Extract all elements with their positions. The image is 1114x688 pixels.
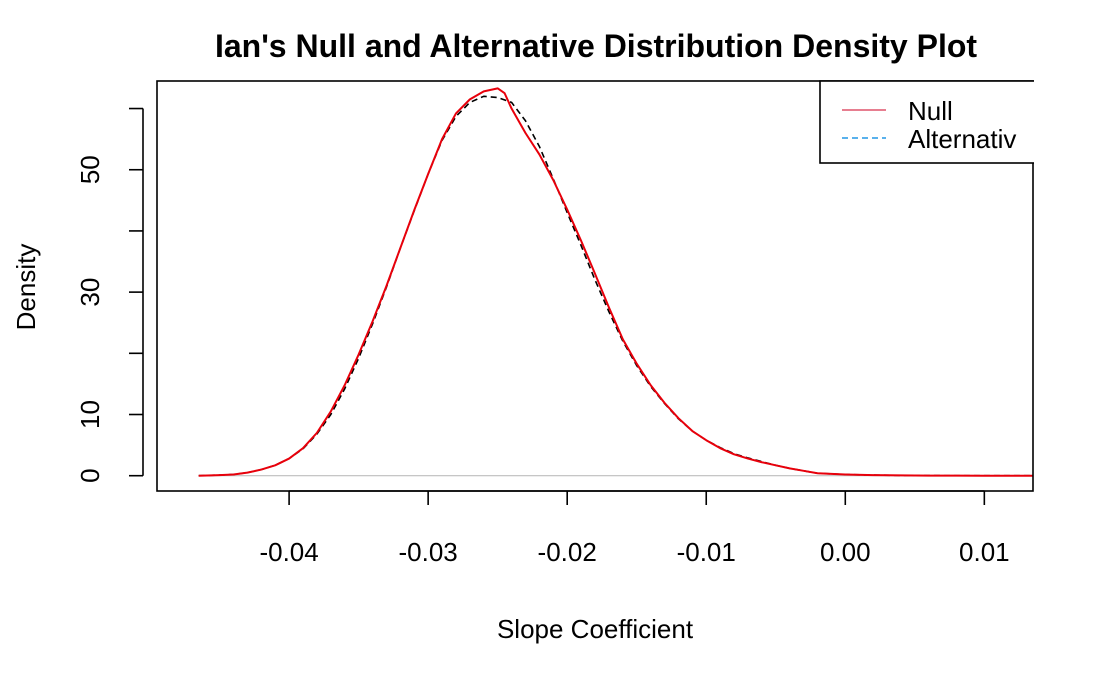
y-tick-label: 50 xyxy=(75,155,105,184)
y-tick-label: 30 xyxy=(75,278,105,307)
x-axis-title: Slope Coefficient xyxy=(497,614,694,644)
series-line-0-solid xyxy=(198,87,1033,477)
y-axis-title: Density xyxy=(11,244,41,331)
legend-label: Alternativ xyxy=(908,124,1016,154)
legend-box xyxy=(819,80,1034,164)
y-tick-label: 10 xyxy=(75,400,105,429)
x-tick-label: -0.04 xyxy=(259,537,318,567)
x-tick-label: -0.01 xyxy=(677,537,736,567)
chart-title: Ian's Null and Alternative Distribution … xyxy=(215,28,977,64)
x-tick-label: -0.03 xyxy=(399,537,458,567)
y-tick-label: 0 xyxy=(75,468,105,482)
x-tick-label: 0.00 xyxy=(820,537,871,567)
x-axis: -0.04 -0.03 -0.02 -0.01 0.00 0.01 xyxy=(259,490,1010,567)
y-axis: 0 10 30 50 xyxy=(75,107,144,483)
x-tick-label: -0.02 xyxy=(538,537,597,567)
x-tick-label: 0.01 xyxy=(959,537,1010,567)
legend-label: Null xyxy=(908,96,953,126)
